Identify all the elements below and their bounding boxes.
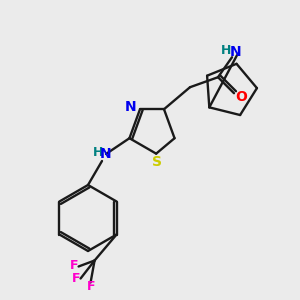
Text: N: N — [230, 45, 242, 59]
Text: H: H — [221, 44, 231, 57]
Text: H: H — [93, 146, 103, 158]
Text: S: S — [152, 154, 162, 169]
Text: O: O — [235, 90, 247, 104]
Text: F: F — [87, 280, 96, 293]
Text: F: F — [70, 259, 79, 272]
Text: N: N — [100, 147, 112, 161]
Text: F: F — [72, 272, 81, 285]
Text: N: N — [125, 100, 137, 114]
